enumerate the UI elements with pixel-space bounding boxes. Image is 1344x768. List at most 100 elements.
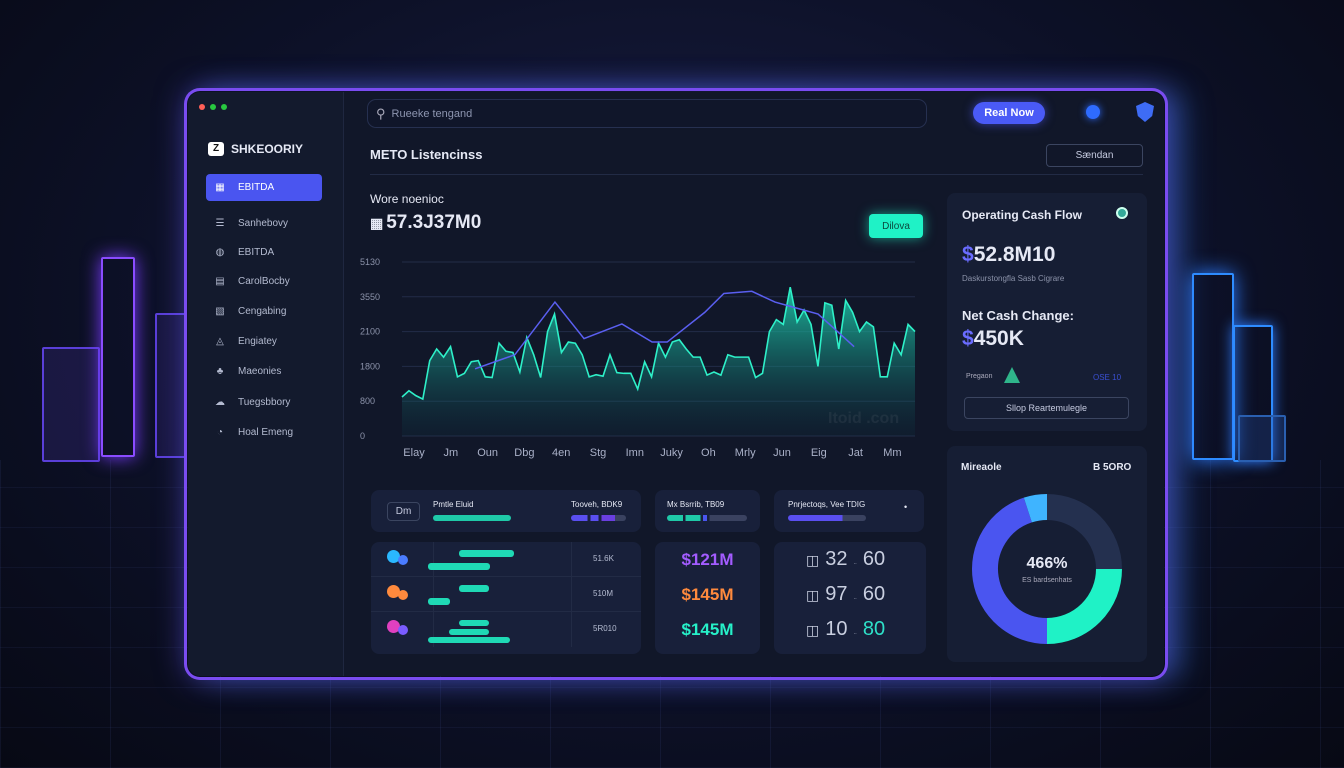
stat-b: 60 — [862, 583, 886, 605]
amounts-card: $121M $145M $145M — [655, 542, 760, 654]
column-divider — [571, 577, 572, 612]
sidebar-item[interactable]: ♣ Maeonies — [206, 358, 322, 385]
donut-card: Mireaole B 5ORO 466% ES bardsenhats — [947, 446, 1147, 662]
donut-segment — [1046, 568, 1122, 644]
search-input[interactable]: ⚲ Rueeke tengand — [367, 99, 927, 128]
net-change-label: Net Cash Change: — [962, 308, 1074, 323]
sidebar-item-label: EBITDA — [238, 182, 275, 193]
lock-icon: ◫ — [806, 587, 820, 603]
window-controls — [199, 104, 227, 110]
dilova-button[interactable]: Dilova — [869, 214, 923, 238]
stat-b: 60 — [862, 548, 886, 570]
chart-value: ▦ 57.3J37M0 — [370, 212, 481, 234]
row-value: 51.6K — [593, 554, 614, 563]
stat-b: 80 — [862, 618, 886, 640]
ocf-value: $52.8M10 — [962, 243, 1055, 267]
summary-label: Pnrjectoqs, Vee TDIG — [788, 500, 866, 509]
decor-bar — [1238, 415, 1286, 462]
sidebar-item[interactable]: ◍ EBITDA — [206, 239, 322, 266]
clock-icon: ◔ — [216, 427, 224, 438]
y-tick-label: 5130 — [360, 257, 380, 267]
stat-a: 97 — [825, 583, 848, 605]
column-divider — [433, 542, 434, 577]
dm-button[interactable]: Dm — [387, 502, 420, 521]
y-tick-label: 2100 — [360, 327, 380, 337]
sidebar-item[interactable]: ☰ Sanhebovy — [206, 210, 322, 237]
lock-icon: ◫ — [806, 622, 820, 638]
amount-value: $145M — [681, 620, 734, 639]
calendar-icon: ▤ — [215, 276, 225, 287]
sidebar-item[interactable]: ▤ CarolBocby — [206, 268, 322, 295]
close-button[interactable] — [199, 104, 205, 110]
stat-a: 10 — [825, 618, 848, 640]
users-icon: ♣ — [216, 366, 224, 377]
x-tick-label: Oun — [477, 447, 498, 459]
category-icon — [387, 585, 400, 598]
table-row[interactable]: 51.6K — [371, 542, 641, 577]
progress-bar — [788, 515, 866, 521]
header-action-button[interactable]: Sændan — [1046, 144, 1143, 167]
minimize-button[interactable] — [210, 104, 216, 110]
summary-card: Dm Pmtle Eluid Tooveh, BDK9 — [371, 490, 641, 532]
sidebar-item[interactable]: ☁ Tuegsbbory — [206, 389, 322, 416]
money-icon: ▦ — [370, 214, 384, 231]
sidebar-item[interactable]: ◔ Hoal Emeng — [206, 419, 322, 446]
list-icon: ☰ — [215, 218, 225, 229]
line-series — [474, 290, 855, 370]
summary-right-label: Tooveh, BDK9 — [571, 500, 623, 509]
search-icon: ⚲ — [376, 105, 386, 121]
summary-card: Pnrjectoqs, Vee TDIG • — [774, 490, 924, 532]
sidebar-item[interactable]: ▦ EBITDA — [206, 174, 322, 201]
sidebar-item-label: CarolBocby — [238, 276, 290, 287]
summary-label: Pmtle Eluid — [433, 500, 474, 509]
cash-action-button[interactable]: Sllop Reartemulegle — [964, 397, 1129, 419]
x-tick-label: Jat — [848, 447, 863, 459]
separator-dots: ·· — [853, 631, 857, 637]
grid-icon: ▦ — [215, 182, 225, 193]
row-bar — [459, 585, 489, 592]
card-title: Operating Cash Flow — [962, 208, 1083, 222]
column-divider — [433, 612, 434, 647]
more-menu-icon[interactable]: • — [904, 502, 908, 512]
table-row[interactable]: 5R010 — [371, 612, 641, 647]
row-bar — [449, 628, 489, 635]
row-bar — [428, 598, 450, 605]
area-series-line — [401, 286, 916, 401]
sidebar-item-label: Sanhebovy — [238, 218, 289, 229]
summary-card: Mx Bsrrib, TB09 — [655, 490, 760, 532]
shield-icon[interactable] — [1136, 102, 1154, 122]
x-tick-label: Dbg — [514, 447, 534, 459]
coin-icon: ◍ — [215, 247, 225, 258]
stat-a: 32 — [825, 548, 848, 570]
logo-text: SHKEOORIY — [231, 142, 304, 156]
x-tick-label: Stg — [590, 447, 607, 459]
x-tick-label: Jm — [443, 447, 458, 459]
amount-value: $121M — [681, 550, 734, 569]
sidebar: Z SHKEOORIY ▦ EBITDA ☰ Sanhebovy ◍ EBITDA ▤ Caro… — [188, 92, 344, 676]
sidebar-item-label: Tuegsbbory — [238, 397, 291, 408]
sidebar-item-label: Hoal Emeng — [238, 427, 294, 438]
row-value: 5R010 — [593, 624, 617, 633]
x-tick-label: Juky — [660, 447, 683, 459]
logo-mark: Z — [208, 142, 224, 156]
progress-bar — [433, 515, 511, 521]
row-value: 510M — [593, 589, 614, 598]
donut-title: Mireaole — [961, 462, 1002, 473]
stat-row: ◫ 97 ·· 60 — [806, 583, 885, 606]
sidebar-item[interactable]: ▧ Cengabing — [206, 298, 322, 325]
sidebar-item[interactable]: ◬ Engiatey — [206, 328, 322, 355]
decor-bar — [42, 347, 100, 462]
globe-icon[interactable] — [1086, 105, 1100, 119]
progress-bar — [667, 515, 747, 521]
sidebar-item-label: Maeonies — [238, 366, 282, 377]
table-row[interactable]: 510M — [371, 577, 641, 612]
category-icon — [398, 555, 408, 565]
maximize-button[interactable] — [221, 104, 227, 110]
real-now-button[interactable]: Real Now — [973, 102, 1045, 124]
chart-value-text: 57.3J37M0 — [386, 212, 482, 233]
y-tick-label: 800 — [360, 396, 375, 406]
row-bar — [459, 550, 514, 557]
donut-segment — [972, 497, 1048, 644]
row-bar — [459, 620, 489, 626]
column-divider — [571, 542, 572, 577]
